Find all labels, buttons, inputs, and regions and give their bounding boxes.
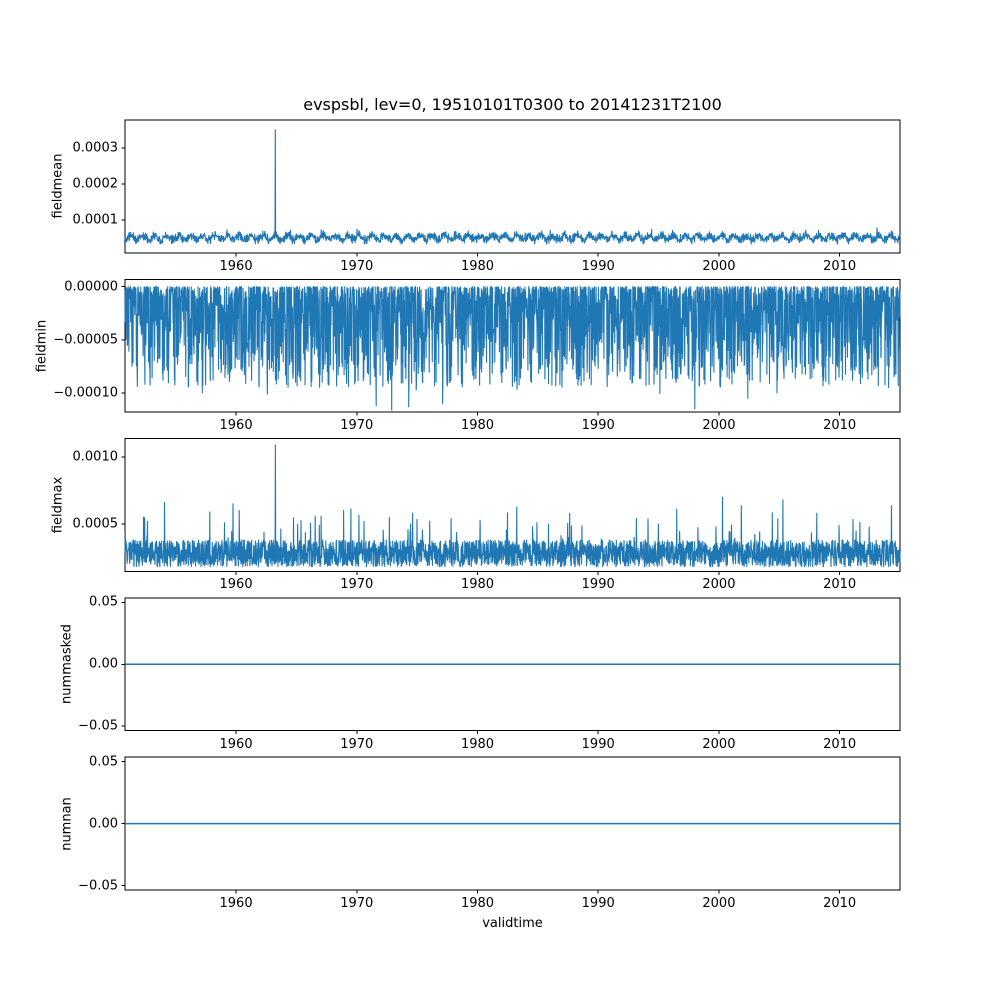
axes-frame-fieldmax [124, 438, 901, 572]
x-tick-label: 2000 [702, 258, 736, 274]
x-tick-label: 1980 [460, 577, 495, 593]
x-tick-label: 1970 [340, 418, 374, 434]
x-tick-label: 2000 [702, 736, 736, 752]
y-tick-label: 0.05 [89, 594, 118, 610]
x-tick-label: 1970 [340, 896, 374, 911]
x-tick-label: 1990 [581, 258, 615, 274]
series-line-fieldmin [124, 286, 901, 411]
x-tick-label: 1990 [581, 736, 615, 752]
x-tick-label: 1960 [219, 577, 253, 593]
x-tick-label: 1960 [219, 896, 253, 911]
x-tick-label: 2010 [823, 896, 857, 911]
y-tick-label: 0.0001 [72, 212, 119, 228]
y-tick-label: 0.0005 [72, 516, 119, 532]
y-tick-label: −0.00005 [53, 332, 118, 348]
axes-frame-fieldmean [124, 119, 901, 254]
x-tick-label: 2000 [702, 577, 736, 593]
x-tick-label: 2000 [702, 418, 736, 434]
x-tick-label: 1990 [581, 577, 615, 593]
y-axis-label-numnan: numnan [59, 796, 75, 851]
y-tick-label: 0.0003 [72, 140, 119, 156]
x-tick-label: 1990 [581, 418, 615, 434]
x-tick-label: 1990 [581, 896, 615, 911]
x-tick-label: 1980 [460, 418, 495, 434]
x-tick-label: 1960 [219, 736, 253, 752]
x-axis-label: validtime [482, 916, 543, 931]
y-axis-label-fieldmin: fieldmin [34, 319, 50, 372]
x-tick-label: 1980 [460, 736, 495, 752]
x-tick-label: 1960 [219, 258, 253, 274]
x-tick-label: 2010 [823, 418, 857, 434]
series-line-fieldmean [124, 129, 901, 245]
y-tick-label: 0.05 [89, 754, 118, 770]
x-tick-label: 1960 [219, 418, 253, 434]
x-tick-label: 2010 [823, 577, 857, 593]
y-axis-label-fieldmean: fieldmean [50, 153, 66, 219]
y-tick-label: −0.05 [78, 878, 118, 894]
y-tick-label: −0.00010 [53, 385, 118, 401]
y-axis-label-fieldmax: fieldmax [50, 476, 66, 534]
y-axis-label-nummasked: nummasked [59, 624, 75, 705]
y-tick-label: 0.0002 [72, 176, 119, 192]
axes-frame-fieldmin [124, 278, 901, 413]
x-tick-label: 2010 [823, 258, 857, 274]
y-tick-label: 0.00000 [64, 279, 118, 295]
y-tick-label: −0.05 [78, 718, 118, 734]
x-tick-label: 1980 [460, 896, 495, 911]
y-tick-label: 0.00 [89, 656, 118, 672]
y-tick-label: 0.0010 [72, 449, 119, 465]
x-tick-label: 2000 [702, 896, 736, 911]
y-tick-label: 0.00 [89, 816, 118, 832]
x-tick-label: 1980 [460, 258, 495, 274]
series-line-fieldmax [124, 444, 901, 568]
x-tick-label: 1970 [340, 258, 374, 274]
figure-title: evspsbl, lev=0, 19510101T0300 to 2014123… [303, 95, 722, 114]
x-tick-label: 1970 [340, 577, 374, 593]
x-tick-label: 1970 [340, 736, 374, 752]
x-tick-label: 2010 [823, 736, 857, 752]
